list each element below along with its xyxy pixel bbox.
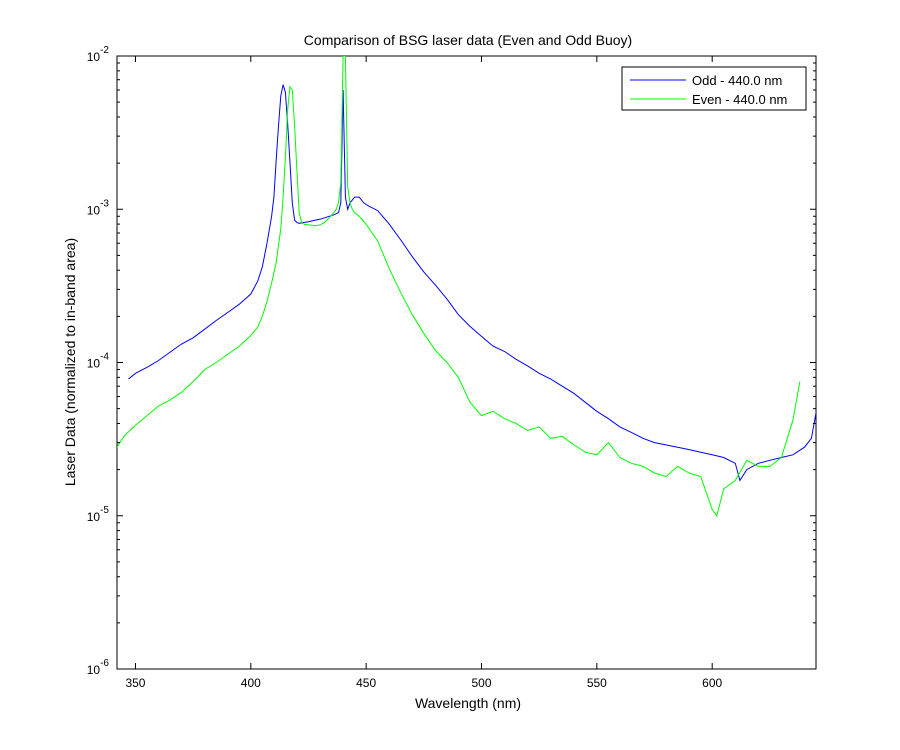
x-tick-label: 350: [125, 676, 145, 690]
y-axis: 10-6 10-5 10-4 10-3 10-2: [87, 45, 816, 677]
y-tick-label: 10-4: [87, 352, 110, 371]
legend-label: Odd - 440.0 nm: [692, 73, 782, 88]
legend: Odd - 440.0 nm Even - 440.0 nm: [621, 66, 807, 111]
series-line-even: [117, 56, 801, 517]
series-line-odd: [128, 84, 816, 482]
x-tick-label: 450: [356, 676, 376, 690]
legend-box: [621, 66, 807, 111]
plot-area: [116, 55, 817, 670]
x-axis: 350 400 450 500 550 600: [125, 56, 723, 690]
plot-frame: [116, 55, 817, 670]
x-tick-label: 400: [241, 676, 261, 690]
chart-title: Comparison of BSG laser data (Even and O…: [304, 32, 632, 48]
y-tick-label: 10-2: [87, 45, 110, 64]
x-tick-label: 600: [702, 676, 722, 690]
y-tick-label: 10-3: [87, 198, 110, 217]
x-axis-label: Wavelength (nm): [415, 695, 521, 711]
x-tick-label: 500: [471, 676, 491, 690]
series-lines: [117, 56, 816, 517]
y-tick-label: 10-5: [87, 505, 110, 524]
y-tick-label: 10-6: [87, 658, 110, 677]
legend-label: Even - 440.0 nm: [692, 92, 787, 107]
y-axis-label: Laser Data (normalized to in-band area): [62, 238, 78, 486]
x-tick-label: 550: [587, 676, 607, 690]
